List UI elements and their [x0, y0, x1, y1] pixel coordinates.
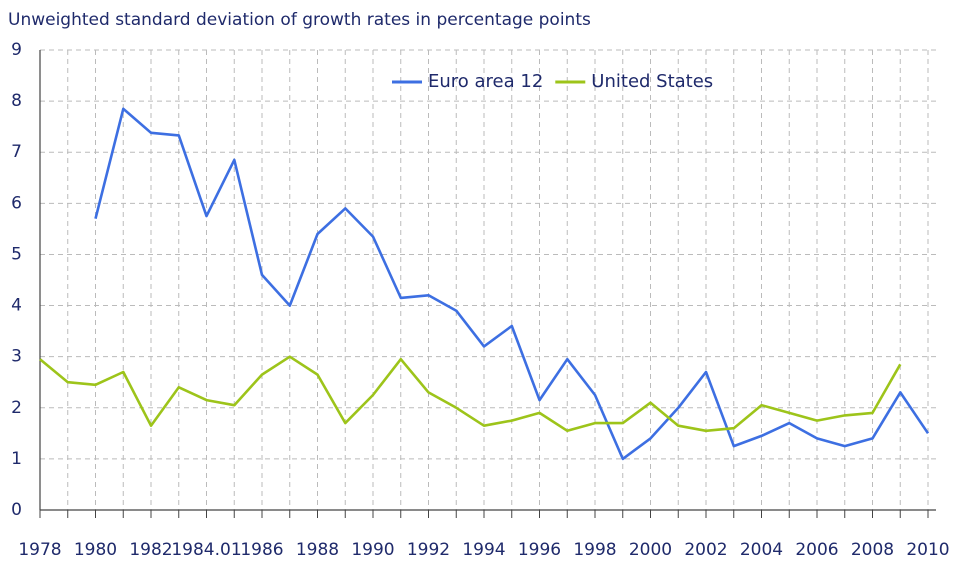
- y-tick-label: 1: [11, 449, 22, 469]
- y-tick-label: 4: [11, 296, 22, 316]
- x-tick-label: 1980: [74, 540, 117, 560]
- x-tick-label: 2006: [795, 540, 838, 560]
- x-tick-label: 1978: [18, 540, 61, 560]
- x-tick-label: 1986: [240, 540, 283, 560]
- y-tick-label: 7: [11, 142, 22, 162]
- x-tick-label: 1998: [573, 540, 616, 560]
- y-tick-label: 9: [11, 40, 22, 60]
- x-tick-label: 2010: [906, 540, 949, 560]
- x-tick-label: 1984.01: [171, 540, 241, 560]
- x-tick-label: 2004: [740, 540, 783, 560]
- y-tick-label: 3: [11, 347, 22, 367]
- line-series: [39, 355, 902, 433]
- x-tick-label: 1982: [129, 540, 172, 560]
- x-tick-label: 1990: [351, 540, 394, 560]
- x-tick-label: 2000: [629, 540, 672, 560]
- y-tick-label: 0: [11, 500, 22, 520]
- line-series: [94, 107, 930, 461]
- chart-title: Unweighted standard deviation of growth …: [8, 10, 591, 30]
- legend-label: Euro area 12: [428, 71, 543, 92]
- x-tick-label: 1992: [407, 540, 450, 560]
- x-tick-label: 2008: [851, 540, 894, 560]
- x-tick-label: 1988: [296, 540, 339, 560]
- y-tick-label: 5: [11, 244, 22, 264]
- legend-label: United States: [591, 71, 713, 92]
- x-tick-label: 1996: [518, 540, 561, 560]
- x-tick-label: 1994: [462, 540, 505, 560]
- y-tick-label: 8: [11, 91, 22, 111]
- x-tick-label: 2002: [684, 540, 727, 560]
- y-tick-label: 2: [11, 398, 22, 418]
- y-tick-label: 6: [11, 193, 22, 213]
